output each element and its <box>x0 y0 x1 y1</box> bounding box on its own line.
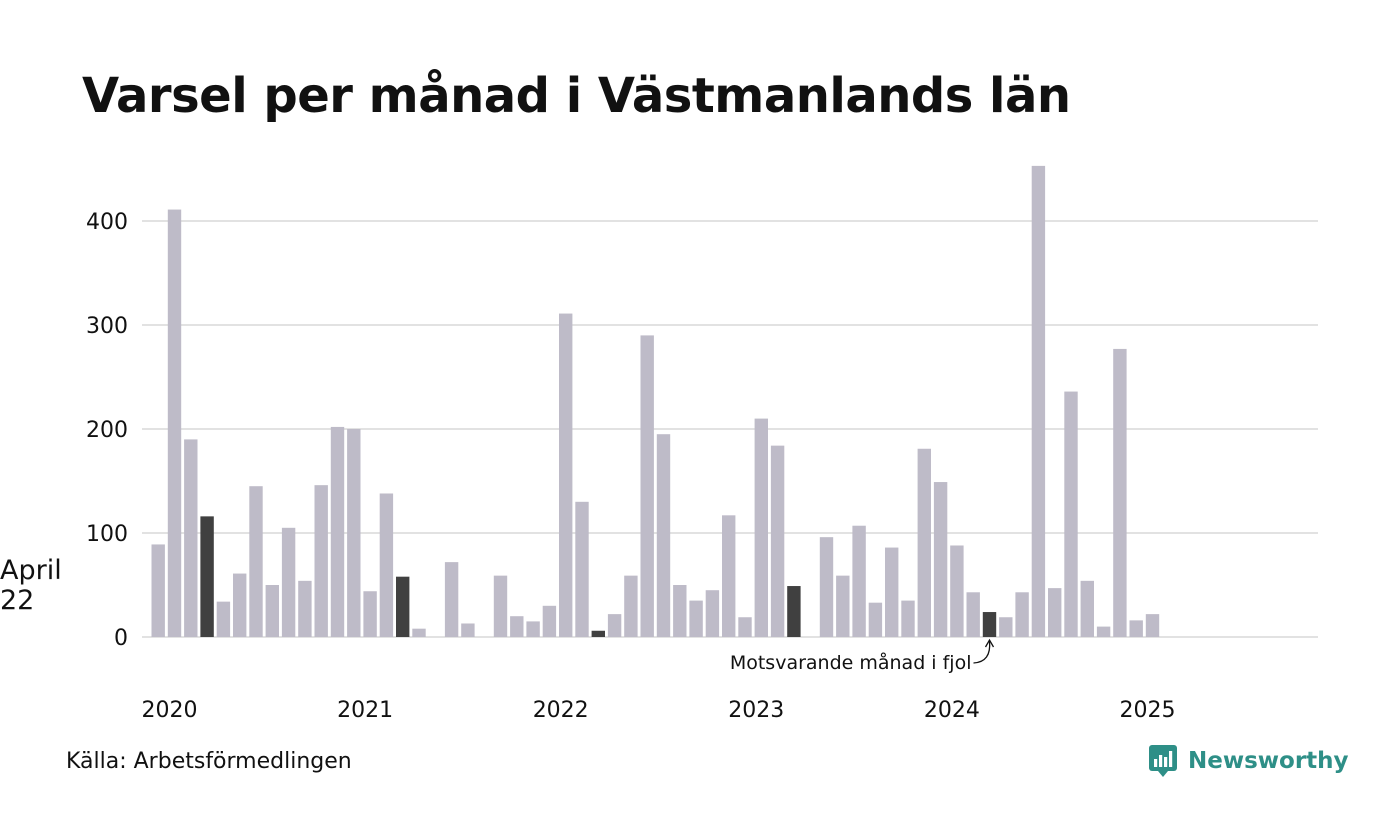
bar <box>314 485 328 637</box>
bar <box>754 418 768 637</box>
bar <box>901 600 915 637</box>
bar <box>444 562 459 637</box>
bar <box>493 575 508 637</box>
bar <box>933 482 948 637</box>
bar <box>591 630 605 637</box>
bar <box>363 591 377 637</box>
bar <box>1113 348 1127 637</box>
x-tick-label: 2025 <box>1120 698 1176 723</box>
bar <box>249 486 263 637</box>
bar <box>722 515 736 637</box>
bar <box>1048 588 1062 637</box>
bar <box>999 617 1013 637</box>
bar <box>330 426 345 637</box>
y-tick-label: 100 <box>86 522 128 547</box>
newsworthy-logo: Newsworthy <box>1148 744 1349 778</box>
bar <box>281 527 296 637</box>
bar <box>151 544 165 637</box>
chart-title: Varsel per månad i Västmanlands län <box>82 68 1071 124</box>
bar <box>689 600 703 637</box>
bar <box>412 628 426 637</box>
bar <box>917 448 931 637</box>
bar <box>640 335 654 637</box>
bar <box>673 585 687 637</box>
y-tick-label: 200 <box>86 418 128 443</box>
annotation-label: Motsvarande månad i fjol <box>730 651 972 674</box>
bar <box>656 434 671 637</box>
bar <box>607 614 622 637</box>
y-tick-label: 400 <box>86 210 128 235</box>
bar <box>559 313 573 637</box>
y-tick-label: 0 <box>114 626 128 651</box>
x-tick-label: 2024 <box>924 698 980 723</box>
x-tick-label: 2020 <box>142 698 198 723</box>
bar <box>298 580 312 637</box>
annotation-arrow <box>973 640 991 664</box>
x-axis-ticks: 2020 2021 2022 2023 2024 2025 <box>142 698 1176 723</box>
x-tick-label: 2022 <box>533 698 589 723</box>
bar <box>787 586 801 637</box>
bar <box>1096 626 1111 637</box>
bar <box>770 445 785 637</box>
bar <box>200 516 214 637</box>
bar <box>396 576 410 637</box>
bar <box>868 602 883 637</box>
bar <box>184 439 198 637</box>
bar <box>510 616 524 637</box>
bar <box>852 525 866 637</box>
bar <box>836 575 850 637</box>
bar <box>1031 165 1046 637</box>
newsworthy-icon <box>1149 745 1177 777</box>
bar <box>461 623 475 637</box>
bar <box>738 617 752 637</box>
bar <box>347 429 361 637</box>
bar <box>966 592 980 637</box>
bar <box>526 621 540 637</box>
bar <box>167 209 182 637</box>
bar <box>885 547 899 637</box>
x-tick-label: 2021 <box>337 698 393 723</box>
bar <box>575 501 589 637</box>
bar <box>233 573 247 637</box>
bar <box>265 585 279 637</box>
callout-value: 22 <box>0 585 34 616</box>
annotation-arrowhead <box>984 638 995 648</box>
bar <box>379 493 394 637</box>
bar <box>1064 391 1078 637</box>
bar <box>950 545 964 637</box>
bar <box>1015 592 1029 637</box>
bar <box>819 537 834 637</box>
bar <box>1129 620 1143 637</box>
x-tick-label: 2023 <box>728 698 784 723</box>
bar <box>216 601 231 637</box>
bar <box>982 612 997 637</box>
bar <box>1080 580 1094 637</box>
source-note: Källa: Arbetsförmedlingen <box>66 749 352 774</box>
bars <box>151 165 1160 637</box>
bar <box>1145 614 1160 637</box>
brand-name: Newsworthy <box>1188 748 1349 774</box>
bar <box>542 605 557 637</box>
callout-month: April <box>0 555 62 586</box>
bar <box>705 590 720 637</box>
y-tick-label: 300 <box>86 314 128 339</box>
y-axis-ticks: 0 100 200 300 400 <box>86 210 128 651</box>
bar <box>624 575 638 637</box>
